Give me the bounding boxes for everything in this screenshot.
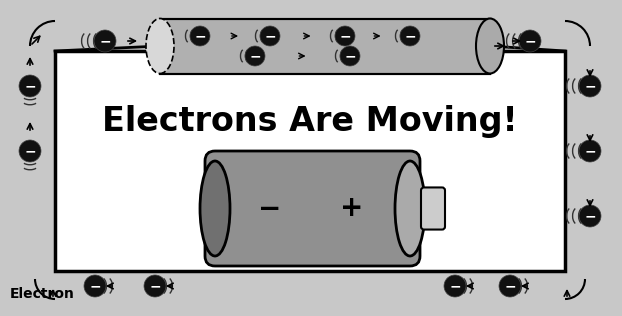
Circle shape: [84, 275, 106, 297]
Circle shape: [190, 26, 210, 46]
Circle shape: [260, 26, 280, 46]
Text: −: −: [344, 49, 356, 63]
Ellipse shape: [146, 19, 174, 74]
Text: −: −: [504, 279, 516, 293]
Circle shape: [340, 46, 360, 66]
Circle shape: [499, 275, 521, 297]
Bar: [160, 19, 490, 74]
Circle shape: [19, 75, 41, 97]
Ellipse shape: [395, 161, 425, 256]
Text: −: −: [584, 209, 596, 223]
Circle shape: [245, 46, 265, 66]
Text: −: −: [249, 49, 261, 63]
Circle shape: [579, 140, 601, 162]
Text: Electrons Are Moving!: Electrons Are Moving!: [102, 105, 518, 138]
Circle shape: [144, 275, 166, 297]
FancyBboxPatch shape: [421, 187, 445, 229]
Text: −: −: [404, 29, 416, 43]
Text: +: +: [340, 195, 363, 222]
Text: −: −: [99, 34, 111, 48]
Ellipse shape: [476, 19, 504, 74]
Text: −: −: [524, 34, 536, 48]
Text: −: −: [584, 79, 596, 93]
Text: −: −: [258, 195, 281, 222]
Text: −: −: [24, 144, 36, 158]
Bar: [55, 51, 565, 271]
Circle shape: [94, 30, 116, 52]
Text: −: −: [89, 279, 101, 293]
Text: Electron: Electron: [10, 287, 75, 301]
Text: −: −: [449, 279, 461, 293]
Circle shape: [519, 30, 541, 52]
Circle shape: [19, 140, 41, 162]
Text: −: −: [24, 79, 36, 93]
Circle shape: [579, 205, 601, 227]
Circle shape: [400, 26, 420, 46]
Text: −: −: [339, 29, 351, 43]
Text: −: −: [149, 279, 161, 293]
FancyBboxPatch shape: [205, 151, 420, 266]
Circle shape: [335, 26, 355, 46]
Text: −: −: [194, 29, 206, 43]
Text: −: −: [264, 29, 276, 43]
Ellipse shape: [200, 161, 230, 256]
Circle shape: [444, 275, 466, 297]
Text: −: −: [584, 144, 596, 158]
Circle shape: [579, 75, 601, 97]
